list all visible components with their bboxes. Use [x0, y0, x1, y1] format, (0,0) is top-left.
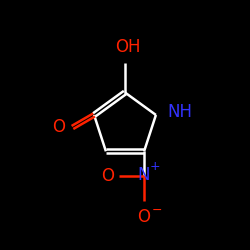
Text: O: O: [138, 208, 150, 226]
Text: −: −: [151, 204, 162, 217]
Text: NH: NH: [167, 104, 192, 122]
Text: +: +: [150, 160, 161, 173]
Text: N: N: [138, 166, 150, 184]
Text: O: O: [101, 167, 114, 185]
Text: O: O: [52, 118, 65, 136]
Text: OH: OH: [115, 38, 140, 56]
